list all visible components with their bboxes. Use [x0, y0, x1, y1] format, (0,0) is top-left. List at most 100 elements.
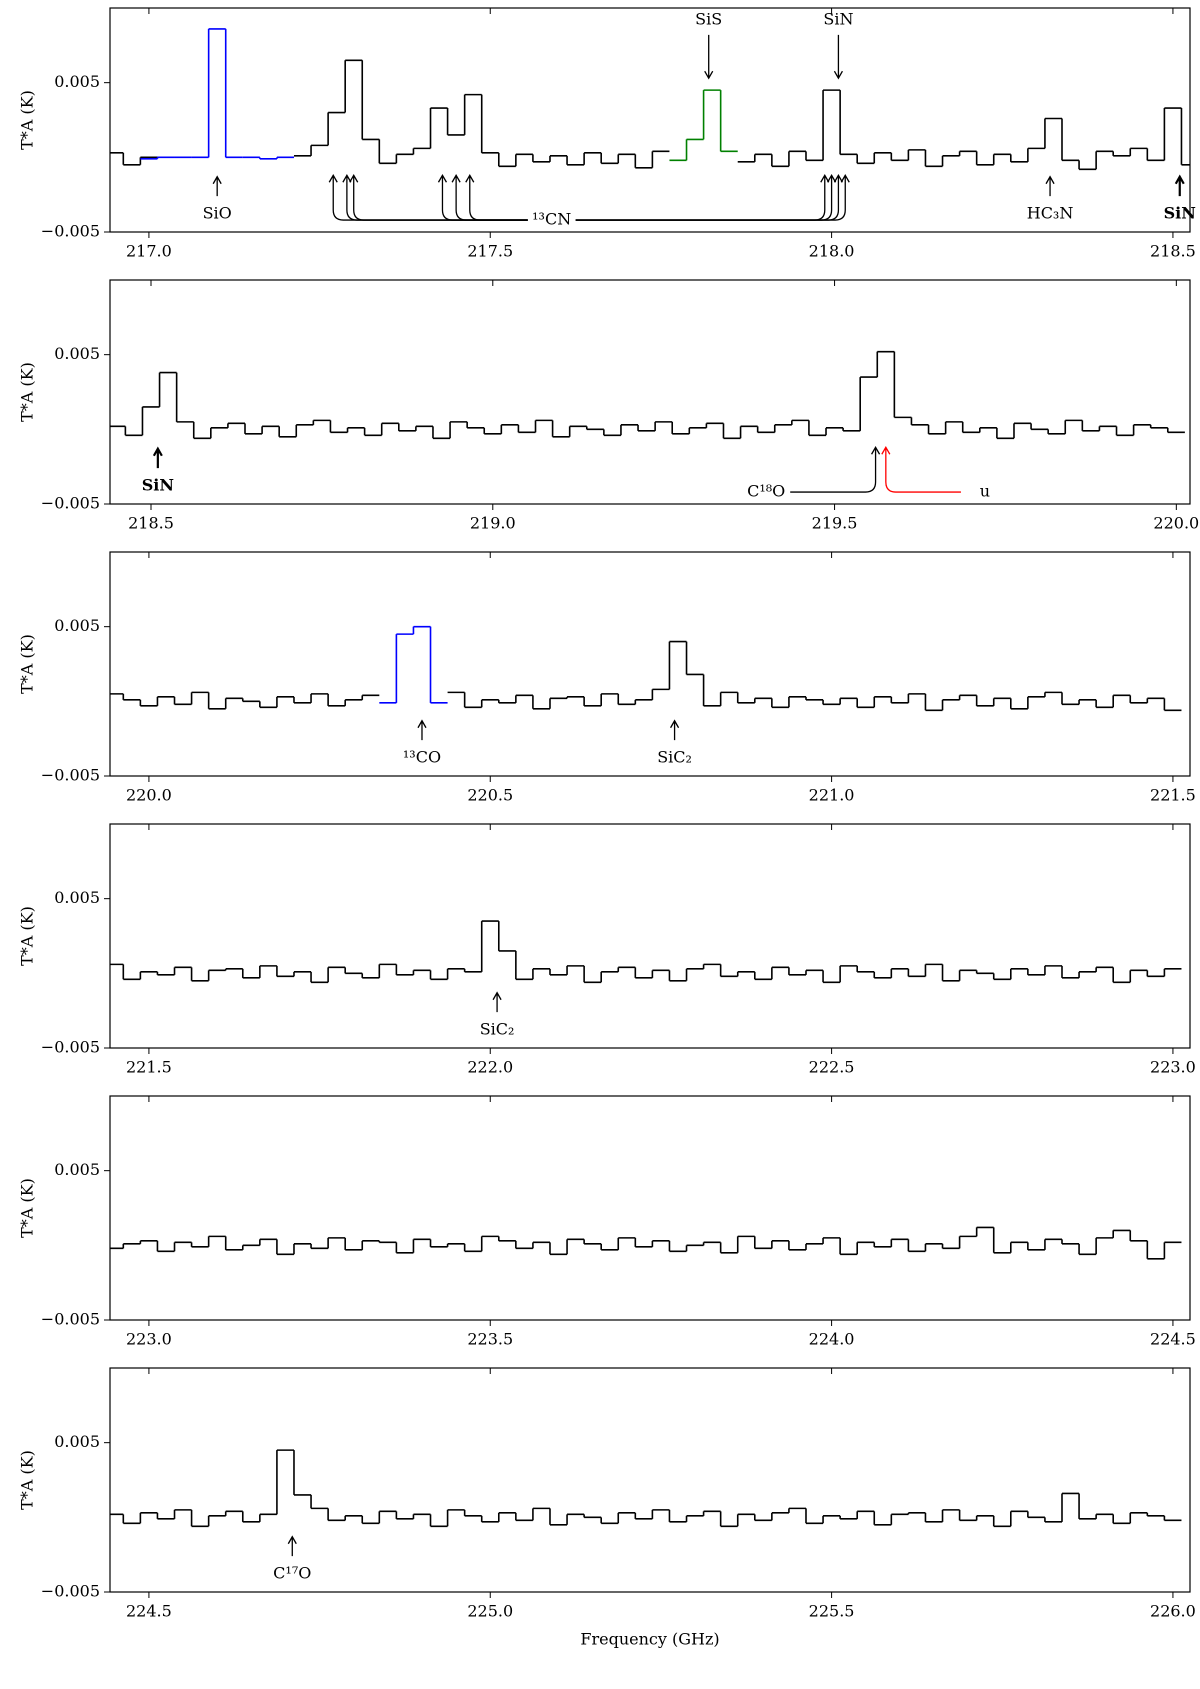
line-arrow [342, 173, 528, 221]
y-tick-label: 0.005 [54, 616, 100, 635]
y-axis-label: T*A (K) [18, 1450, 37, 1510]
line-arrow [790, 445, 881, 493]
line-arrow [881, 445, 961, 493]
y-axis-label: T*A (K) [18, 362, 37, 422]
line-label: SiN [823, 9, 853, 28]
x-axis-label: Frequency (GHz) [580, 1630, 719, 1649]
step-riser [122, 641, 1166, 711]
line-arrow [704, 34, 714, 80]
panel: −0.005 0.005 224.5 225.0 225.5 226.0 T*A (K) Fr… [18, 1367, 1196, 1649]
line-arrow [417, 719, 427, 741]
line-arrow [575, 173, 830, 221]
step-riser [124, 351, 1169, 439]
y-tick-label: −0.005 [41, 222, 100, 241]
y-tick-label: 0.005 [54, 1432, 100, 1451]
line-label: SiO [203, 204, 232, 223]
y-tick-label: −0.005 [41, 766, 100, 785]
x-tick-label: 223.5 [467, 1330, 513, 1349]
y-tick-label: 0.005 [54, 888, 100, 907]
line-label: u [980, 482, 990, 501]
line-label: SiN [1164, 204, 1196, 223]
line-arrow [492, 991, 502, 1013]
x-tick-label: 217.0 [126, 242, 172, 261]
step-riser [156, 28, 278, 159]
step-riser [395, 626, 432, 703]
line-arrow [437, 173, 528, 221]
panel: −0.005 0.005 218.5 219.0 219.5 220.0 T*A (K) Si… [18, 279, 1199, 533]
y-axis-label: T*A (K) [18, 906, 37, 966]
x-tick-label: 220.5 [467, 786, 513, 805]
y-tick-label: 0.005 [54, 72, 100, 91]
x-tick-label: 218.0 [809, 242, 855, 261]
step-riser [122, 1450, 1166, 1527]
y-tick-label: 0.005 [54, 344, 100, 363]
plot-frame [109, 7, 1191, 233]
y-tick-label: −0.005 [41, 1582, 100, 1601]
line-arrow [349, 173, 528, 221]
step-riser [122, 1227, 1166, 1259]
plot-area [110, 350, 1185, 440]
y-tick-label: 0.005 [54, 1160, 100, 1179]
x-tick-label: 224.5 [1150, 1330, 1196, 1349]
y-tick-label: −0.005 [41, 1310, 100, 1329]
panel: −0.005 0.005 223.0 223.5 224.0 224.5 T*A (K) [18, 1095, 1196, 1349]
line-arrow [287, 1535, 297, 1557]
x-tick-label: 221.0 [809, 786, 855, 805]
step-riser [122, 60, 1183, 170]
x-tick-label: 222.0 [467, 1058, 513, 1077]
line-label: C¹⁷O [273, 1564, 311, 1583]
x-tick-label: 221.5 [1150, 786, 1196, 805]
plot-frame [109, 1095, 1191, 1321]
line-label: SiC₂ [480, 1020, 515, 1039]
line-label: ¹³CO [403, 748, 441, 767]
plot-area [110, 28, 1190, 171]
x-tick-label: 220.0 [1153, 514, 1199, 533]
x-tick-label: 218.5 [128, 514, 174, 533]
plot-area [110, 625, 1182, 712]
plot-area [110, 1449, 1182, 1528]
line-arrow [1045, 175, 1055, 197]
line-arrow [465, 173, 528, 221]
plot-area [110, 920, 1182, 984]
panel: −0.005 0.005 217.0 217.5 218.0 218.5 T*A (K) Si… [18, 7, 1196, 261]
line-arrow [152, 446, 163, 469]
step-riser [122, 921, 1166, 983]
line-arrow [1174, 174, 1185, 197]
x-tick-label: 226.0 [1150, 1602, 1196, 1621]
x-tick-label: 225.0 [467, 1602, 513, 1621]
x-tick-label: 221.5 [126, 1058, 172, 1077]
x-tick-label: 222.5 [809, 1058, 855, 1077]
line-label: SiS [695, 9, 722, 28]
plot-frame [109, 279, 1191, 505]
x-tick-label: 224.0 [809, 1330, 855, 1349]
x-tick-label: 223.0 [126, 1330, 172, 1349]
line-arrow [575, 173, 843, 221]
x-tick-label: 220.0 [126, 786, 172, 805]
line-arrow [670, 719, 680, 741]
y-axis-label: T*A (K) [18, 1178, 37, 1238]
line-label: SiN [142, 476, 174, 495]
x-tick-label: 225.5 [809, 1602, 855, 1621]
y-tick-label: −0.005 [41, 1038, 100, 1057]
x-tick-label: 219.0 [470, 514, 516, 533]
plot-frame [109, 551, 1191, 777]
line-label: SiC₂ [657, 748, 692, 767]
line-arrow [451, 173, 528, 221]
line-label: HC₃N [1027, 204, 1074, 223]
y-axis-label: T*A (K) [18, 90, 37, 150]
y-axis-label: T*A (K) [18, 634, 37, 694]
line-arrow [575, 173, 850, 221]
line-arrow [212, 175, 222, 197]
x-tick-label: 219.5 [812, 514, 858, 533]
x-tick-label: 223.0 [1150, 1058, 1196, 1077]
y-tick-label: −0.005 [41, 494, 100, 513]
line-label: ¹³CN [532, 210, 571, 229]
x-tick-label: 218.5 [1150, 242, 1196, 261]
panel: −0.005 0.005 221.5 222.0 222.5 223.0 T*A (K) Si… [18, 823, 1196, 1077]
plot-area [110, 1226, 1182, 1260]
x-tick-label: 217.5 [467, 242, 513, 261]
line-arrow [833, 34, 843, 80]
line-arrow [328, 173, 528, 221]
